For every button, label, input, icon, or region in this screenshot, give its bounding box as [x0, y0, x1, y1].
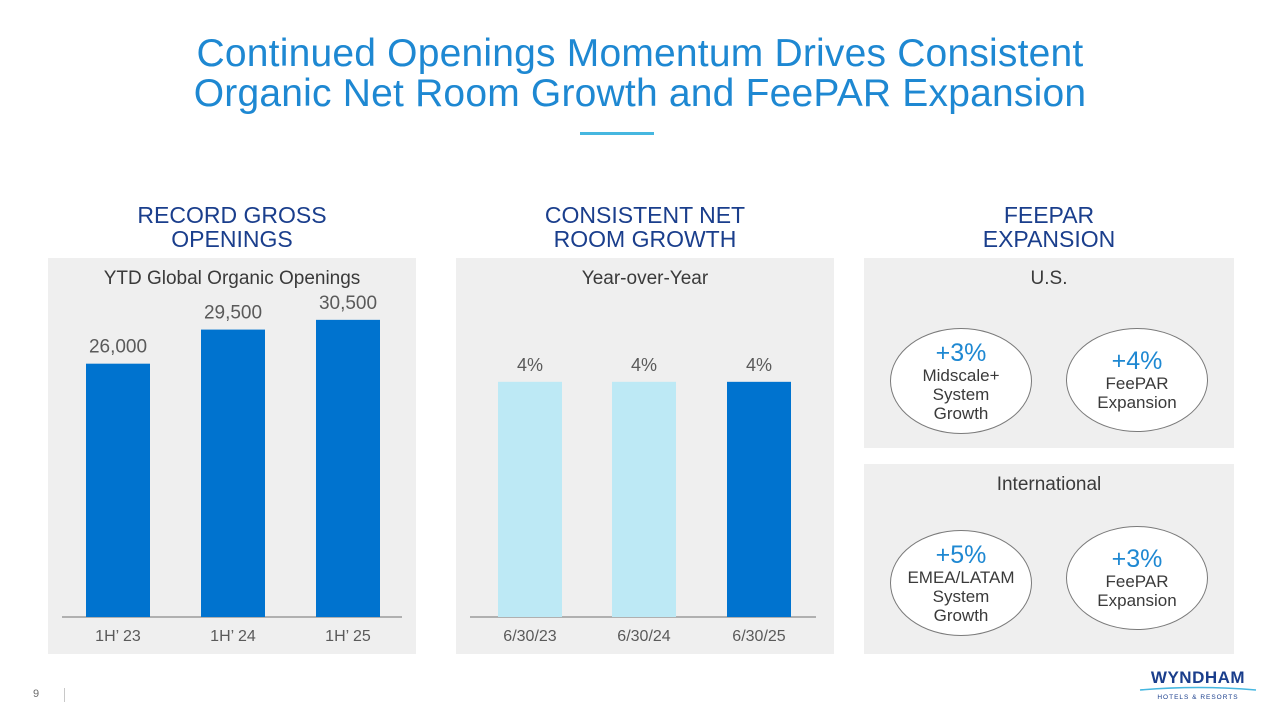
intl-system-growth-value: +5% [935, 540, 987, 569]
intl-feepar-label-1: FeePAR [1105, 572, 1169, 591]
column-heading-room-growth: CONSISTENT NET ROOM GROWTH [456, 203, 834, 251]
room-growth-data-label: 4% [746, 355, 772, 375]
logo-wordmark: WYNDHAM [1150, 668, 1246, 687]
room-growth-data-label: 4% [631, 355, 657, 375]
openings-bar [201, 329, 265, 617]
openings-chart-panel: YTD Global Organic Openings 26,000 1H’ 23… [48, 258, 416, 654]
room-growth-category-label: 6/30/25 [732, 628, 785, 645]
feepar-intl-panel: International +5% EMEA/LATAM System Grow… [864, 464, 1234, 654]
room-growth-category-label: 6/30/23 [503, 628, 556, 645]
openings-data-label: 26,000 [89, 337, 147, 358]
room-growth-bar [727, 381, 791, 617]
us-system-growth-label-2: System [932, 384, 990, 404]
us-feepar-bubble: +4% FeePAR Expansion [1066, 328, 1208, 432]
openings-category-label: 1H’ 24 [210, 628, 256, 645]
us-system-growth-label-1: Midscale+ [922, 365, 1000, 385]
logo-swoosh-icon [1139, 686, 1257, 691]
us-system-growth-label-3: Growth [933, 403, 989, 423]
openings-bar [316, 319, 380, 617]
openings-data-label: 29,500 [204, 303, 262, 324]
page-title: Continued Openings Momentum Drives Consi… [0, 34, 1280, 114]
column-heading-openings-line-2: OPENINGS [171, 226, 293, 252]
feepar-intl-title: International [996, 474, 1102, 495]
wyndham-logo: WYNDHAM HOTELS & RESORTS [1138, 668, 1258, 708]
openings-chart-title: YTD Global Organic Openings [103, 268, 361, 289]
column-heading-openings: RECORD GROSS OPENINGS [48, 203, 416, 251]
page-number: 9 [33, 688, 40, 700]
intl-system-growth-label-1: EMEA/LATAM [907, 567, 1015, 587]
intl-system-growth-bubble: +5% EMEA/LATAM System Growth [890, 530, 1032, 636]
feepar-us-title: U.S. [1030, 268, 1068, 289]
room-growth-category-label: 6/30/24 [617, 628, 670, 645]
us-system-growth-bubble: +3% Midscale+ System Growth [890, 328, 1032, 434]
openings-category-label: 1H’ 23 [95, 628, 141, 645]
openings-data-label: 30,500 [319, 293, 377, 314]
column-heading-feepar-line-2: EXPANSION [982, 226, 1116, 252]
page-title-line-2: Organic Net Room Growth and FeePAR Expan… [193, 72, 1087, 115]
column-heading-feepar: FEEPAR EXPANSION [864, 203, 1234, 251]
room-growth-data-label: 4% [517, 355, 543, 375]
page-title-line-1: Continued Openings Momentum Drives Consi… [196, 32, 1084, 75]
room-growth-bar [612, 381, 676, 617]
us-feepar-label-2: Expansion [1097, 393, 1177, 412]
openings-chart: 26,000 1H’ 23 29,500 1H’ 24 30,500 1H’ 25 [62, 293, 402, 645]
intl-system-growth-label-3: Growth [933, 605, 989, 625]
feepar-us-panel: U.S. +3% Midscale+ System Growth +4% Fee… [864, 258, 1234, 448]
room-growth-chart-title: Year-over-Year [581, 268, 709, 289]
intl-feepar-bubble: +3% FeePAR Expansion [1066, 526, 1208, 630]
footer-divider [64, 688, 65, 702]
room-growth-chart: 4% 6/30/23 4% 6/30/24 4% 6/30/25 [470, 355, 816, 645]
column-heading-openings-line-1: RECORD GROSS [137, 202, 327, 228]
room-growth-chart-panel: Year-over-Year 4% 6/30/23 4% 6/30/24 4% 6/30/… [456, 258, 834, 654]
intl-feepar-label-2: Expansion [1097, 591, 1177, 610]
logo-subtitle: HOTELS & RESORTS [1157, 694, 1239, 701]
intl-feepar-value: +3% [1111, 545, 1163, 573]
openings-bar [86, 363, 150, 617]
title-underline [580, 132, 654, 135]
us-feepar-label-1: FeePAR [1105, 374, 1169, 393]
us-feepar-value: +4% [1111, 347, 1163, 375]
column-heading-feepar-line-1: FEEPAR [1003, 202, 1095, 228]
intl-system-growth-label-2: System [932, 586, 990, 606]
us-system-growth-value: +3% [935, 338, 987, 367]
column-heading-room-growth-line-1: CONSISTENT NET [544, 202, 746, 228]
openings-category-label: 1H’ 25 [325, 628, 371, 645]
room-growth-bar [498, 381, 562, 617]
column-heading-room-growth-line-2: ROOM GROWTH [553, 226, 737, 252]
